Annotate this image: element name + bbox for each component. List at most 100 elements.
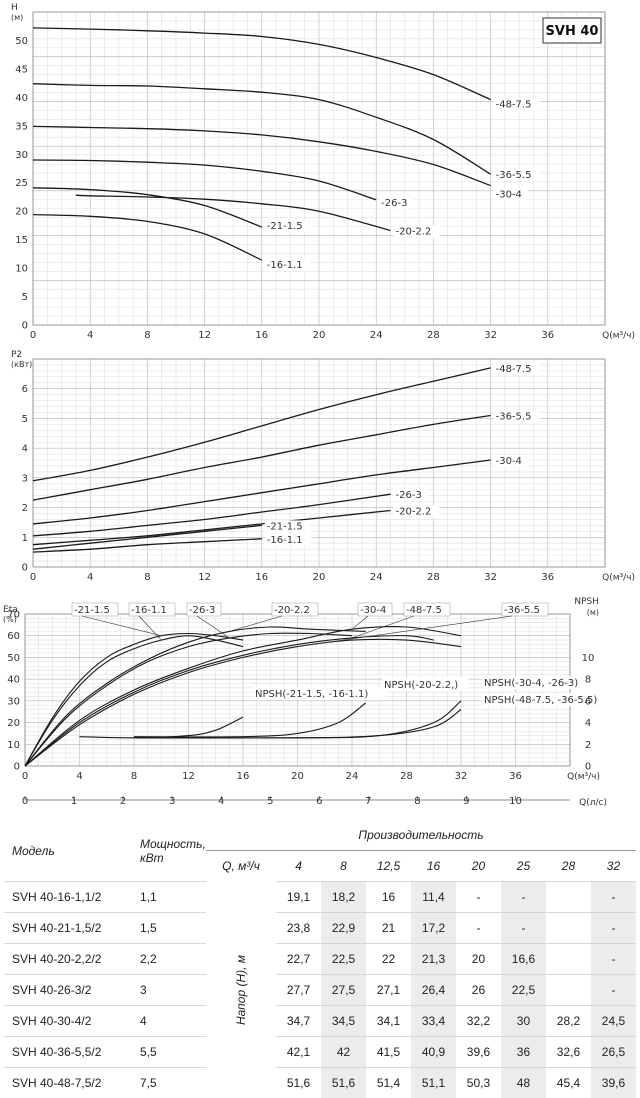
head-value-cell: 30 (501, 1006, 546, 1037)
head-value-cell: 18,2 (321, 882, 366, 913)
head-value-cell: 50,3 (456, 1068, 501, 1098)
x-tick-label: 4 (87, 572, 93, 583)
series-label: -26-3 (396, 490, 422, 501)
y-tick-label: 2 (22, 503, 28, 514)
y-tick-label: 0 (14, 762, 20, 773)
y-tick-label: 20 (7, 718, 20, 729)
x-tick-label: 8 (131, 771, 137, 782)
head-value-cell: 41,5 (366, 1037, 411, 1068)
head-value-cell: 21,3 (411, 944, 456, 975)
x-tick-label: 28 (427, 330, 440, 341)
col-performance-header: Производительность (206, 820, 636, 851)
head-value-cell: 24,5 (591, 1006, 636, 1037)
x2-tick-label: 1 (71, 796, 77, 807)
head-value-cell: 22 (366, 944, 411, 975)
x-tick-label: 28 (427, 572, 440, 583)
head-value-cell: 28,2 (546, 1006, 591, 1037)
series-leader (82, 616, 161, 636)
npsh-label: NPSH(-30-4, -26-3) (484, 678, 578, 689)
head-value-cell: 27,5 (321, 975, 366, 1006)
x-axis-label: Q(м³/ч) (567, 772, 600, 782)
x-tick-label: 12 (198, 572, 211, 583)
head-value-cell: 51,6 (321, 1068, 366, 1098)
y-tick-label: 20 (15, 207, 28, 218)
series-label: -48-7.5 (496, 364, 532, 375)
x-tick-label: 0 (30, 330, 36, 341)
x2-tick-label: 7 (365, 796, 371, 807)
series-label: -48-7.5 (496, 100, 532, 111)
x-tick-label: 24 (370, 572, 383, 583)
series-label: -16-1.1 (267, 535, 303, 546)
x-axis-label: Q(м³/ч) (602, 331, 635, 341)
head-label-cell: Напор (Н), м (206, 882, 276, 1098)
head-value-cell: 39,6 (591, 1068, 636, 1098)
head-value-cell: 45,4 (546, 1068, 591, 1098)
y-tick-label: 40 (7, 675, 20, 686)
npsh-label: NPSH(-20-2.2,) (384, 680, 458, 691)
y-tick-label: 50 (15, 36, 28, 47)
y-tick-label: 30 (7, 696, 20, 707)
y-tick-label: 45 (15, 64, 28, 75)
x2-tick-label: 6 (316, 796, 322, 807)
flow-value-header: 16 (411, 851, 456, 882)
head-value-cell: 26,4 (411, 975, 456, 1006)
y2-axis-label: NPSH (574, 597, 599, 607)
x-tick-label: 32 (455, 771, 468, 782)
flow-value-header: 32 (591, 851, 636, 882)
power-cell: 1,5 (132, 913, 206, 944)
npsh-line (134, 703, 366, 737)
x2-axis-label: Q(л/с) (579, 798, 607, 808)
head-value-cell: 32,6 (546, 1037, 591, 1068)
head-value-cell: 20 (456, 944, 501, 975)
y-axis-unit: (кВт) (11, 360, 32, 369)
y-tick-label: 30 (15, 150, 28, 161)
y-tick-label: 0 (22, 321, 28, 332)
y-tick-label: 50 (7, 653, 20, 664)
x2-tick-label: 9 (463, 796, 469, 807)
flow-value-header: 8 (321, 851, 366, 882)
x-tick-label: 12 (182, 771, 195, 782)
head-value-cell (546, 882, 591, 913)
flow-value-header: 4 (276, 851, 321, 882)
y2-tick-label: 10 (582, 653, 595, 664)
y-tick-label: 1 (22, 533, 28, 544)
x2-tick-label: 10 (509, 796, 522, 807)
y-axis-label: Eta (3, 605, 18, 615)
series-label: -21-1.5 (267, 221, 303, 232)
x-tick-label: 16 (255, 572, 268, 583)
series-label: -21-1.5 (267, 521, 303, 532)
head-value-cell: - (456, 882, 501, 913)
head-label: Напор (Н), м (234, 955, 248, 1025)
model-badge: SVH 40 (546, 24, 599, 39)
y2-axis-unit: (м) (587, 608, 599, 617)
flow-value-header: 12,5 (366, 851, 411, 882)
power-cell: 5,5 (132, 1037, 206, 1068)
power-cell: 2,2 (132, 944, 206, 975)
q-label: Q, м³/ч (206, 851, 276, 882)
x-tick-label: 0 (22, 771, 28, 782)
power-cell: 1,1 (132, 882, 206, 913)
x-tick-label: 24 (370, 330, 383, 341)
series-label: -26-3 (189, 605, 215, 616)
series-label: -30-4 (496, 190, 522, 201)
x2-tick-label: 3 (169, 796, 175, 807)
x-tick-label: 0 (30, 572, 36, 583)
head-value-cell: - (501, 913, 546, 944)
model-cell: SVH 40-16-1,1/2 (4, 882, 132, 913)
series-label: -48-7.5 (406, 605, 442, 616)
head-value-cell: 17,2 (411, 913, 456, 944)
model-cell: SVH 40-30-4/2 (4, 1006, 132, 1037)
y-tick-label: 3 (22, 473, 28, 484)
model-cell: SVH 40-48-7,5/2 (4, 1068, 132, 1098)
x-tick-label: 36 (541, 572, 554, 583)
x-tick-label: 36 (509, 771, 522, 782)
head-value-cell: 21 (366, 913, 411, 944)
y-tick-label: 35 (15, 121, 28, 132)
head-value-cell: - (591, 975, 636, 1006)
y-tick-label: 15 (15, 235, 28, 246)
